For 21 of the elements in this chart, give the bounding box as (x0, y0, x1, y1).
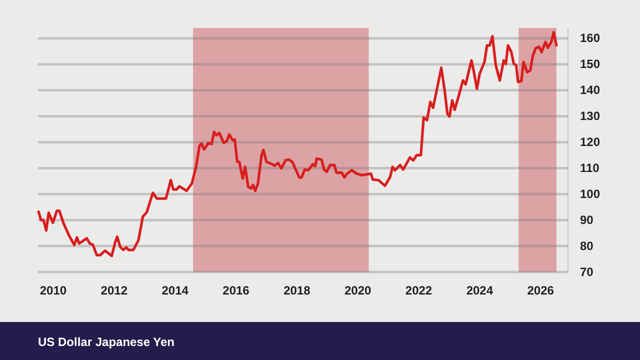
y-tick-label: 160 (580, 31, 600, 46)
x-tick-label: 2014 (162, 284, 189, 298)
y-tick-label: 110 (580, 161, 600, 176)
x-tick-label: 2026 (527, 284, 554, 298)
x-tick-label: 2010 (40, 284, 67, 298)
y-tick-label: 100 (580, 186, 600, 201)
text: US Dollar Japanese Yen (38, 335, 175, 349)
y-tick-label: 150 (580, 57, 600, 72)
y-tick-label: 130 (580, 109, 600, 124)
x-tick-label: 2012 (100, 284, 128, 298)
y-tick-label: 140 (580, 83, 600, 98)
y-tick-label: 70 (580, 264, 594, 279)
x-tick-label: 2024 (466, 284, 494, 298)
x-tick-label: 2022 (405, 284, 432, 298)
x-tick-label: 2020 (344, 284, 372, 298)
line-series (37, 30, 558, 258)
y-tick-label: 80 (580, 238, 594, 253)
y-tick-label: 120 (580, 135, 600, 150)
y-tick-label: 90 (580, 212, 594, 227)
x-tick-label: 2018 (284, 284, 311, 298)
x-tick-label: 2016 (222, 284, 250, 298)
